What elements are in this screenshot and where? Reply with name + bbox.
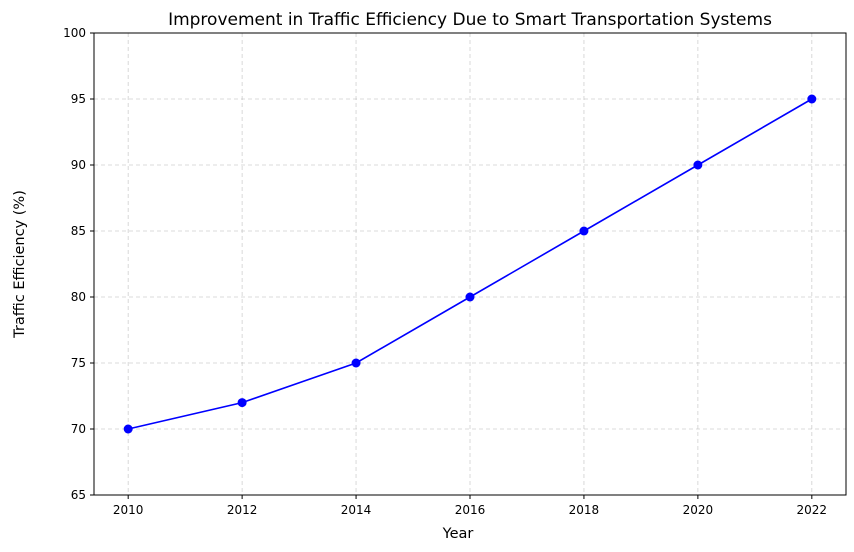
data-point: [579, 226, 589, 236]
x-tick-label: 2016: [455, 503, 486, 517]
data-point: [237, 398, 247, 408]
y-tick-label: 95: [71, 92, 86, 106]
x-tick-label: 2010: [113, 503, 144, 517]
y-axis-label: Traffic Efficiency (%): [12, 190, 28, 339]
chart-title: Improvement in Traffic Efficiency Due to…: [168, 10, 772, 30]
data-point: [807, 94, 817, 104]
x-tick-label: 2020: [683, 503, 714, 517]
x-axis-ticks: 2010 2012 2014 2016 2018 2020 2022: [113, 495, 827, 517]
data-point: [123, 424, 133, 434]
x-tick-label: 2018: [569, 503, 600, 517]
x-tick-label: 2022: [797, 503, 828, 517]
y-tick-label: 80: [71, 290, 86, 304]
y-axis-ticks: 65 70 75 80 85 90 95 100: [63, 26, 94, 502]
data-point: [351, 358, 361, 368]
y-tick-label: 100: [63, 26, 86, 40]
series-layer: [123, 94, 817, 434]
data-point: [693, 160, 703, 170]
y-tick-label: 90: [71, 158, 86, 172]
y-tick-label: 75: [71, 356, 86, 370]
y-tick-label: 70: [71, 422, 86, 436]
y-tick-label: 85: [71, 224, 86, 238]
x-axis-label: Year: [442, 526, 474, 542]
x-tick-label: 2012: [227, 503, 258, 517]
grid: [94, 33, 846, 495]
data-point: [465, 292, 475, 302]
y-tick-label: 65: [71, 488, 86, 502]
x-tick-label: 2014: [341, 503, 372, 517]
